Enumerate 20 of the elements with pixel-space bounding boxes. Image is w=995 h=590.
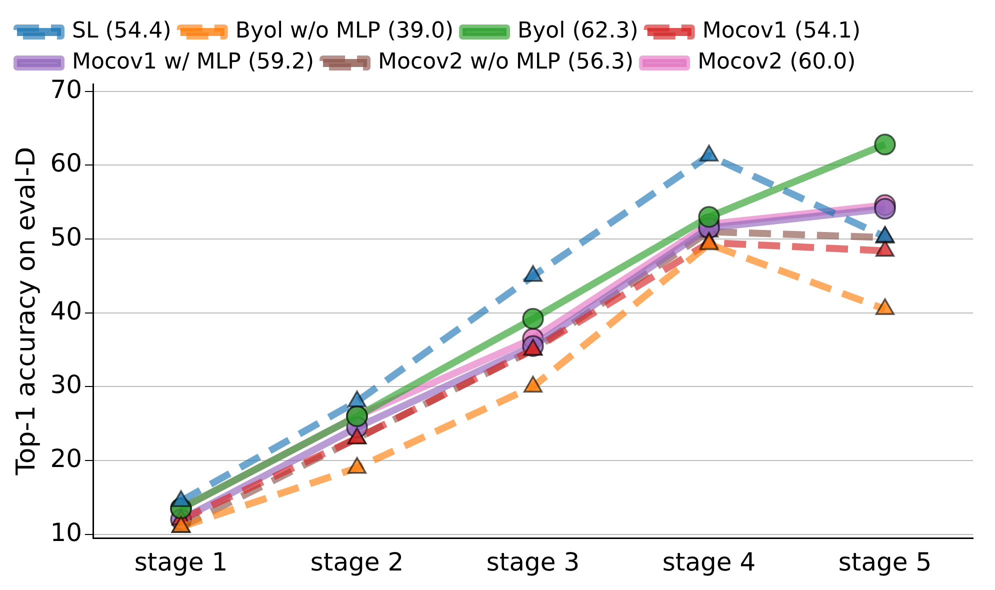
x-tick-label: stage 5	[838, 548, 932, 576]
y-tick-label: 40	[50, 296, 82, 326]
legend-label: Mocov1 w/ MLP (59.2)	[72, 50, 314, 75]
y-axis-title: Top-1 accuracy on eval-D	[11, 146, 42, 476]
y-tick-label: 10	[50, 518, 82, 547]
legend-label: Mocov1 (54.1)	[702, 18, 861, 44]
x-tick-label: stage 1	[134, 548, 228, 576]
legend-label: Byol (62.3)	[518, 18, 638, 44]
x-tick-label: stage 3	[486, 548, 580, 576]
y-tick-label: 20	[50, 444, 82, 473]
y-tick-label: 30	[50, 370, 82, 400]
legend-label: Byol w/o MLP (39.0)	[235, 18, 454, 44]
y-tick-label: 60	[50, 148, 82, 178]
x-tick-label: stage 4	[662, 548, 756, 576]
x-tick-label: stage 2	[310, 548, 404, 576]
y-tick-label: 70	[50, 74, 82, 104]
legend-label: Mocov2 w/o MLP (56.3)	[378, 50, 634, 75]
legend-label: Mocov2 (60.0)	[698, 50, 856, 75]
y-tick-label: 50	[50, 222, 82, 252]
legend-label: SL (54.4)	[72, 18, 172, 44]
